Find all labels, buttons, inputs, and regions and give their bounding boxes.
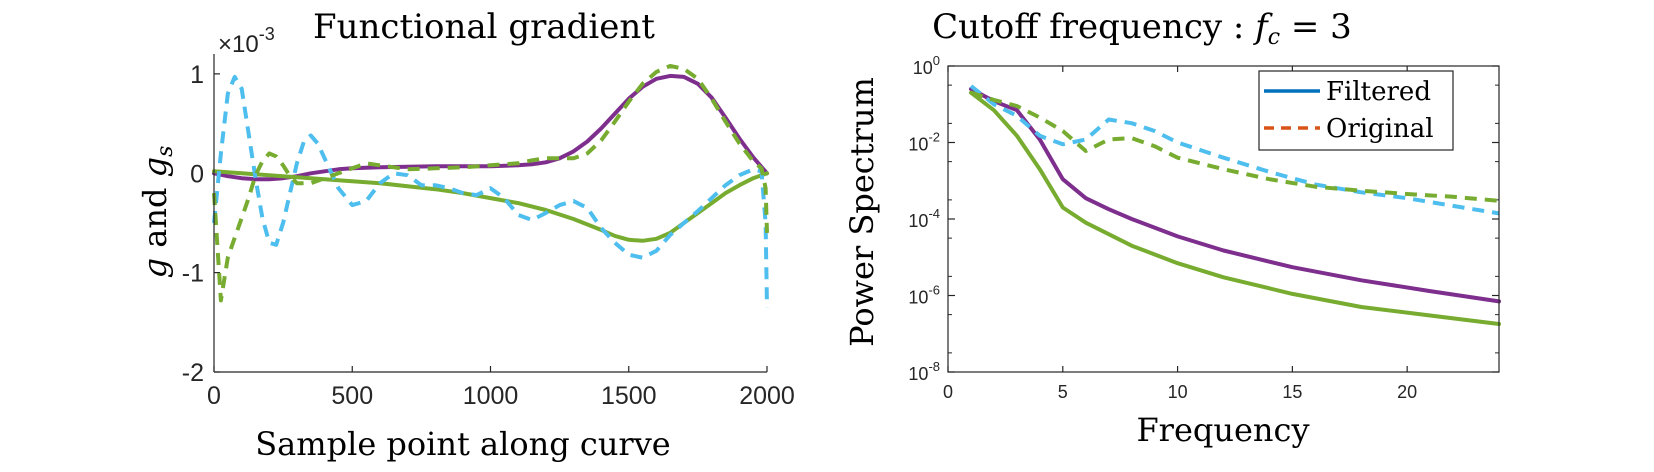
gradient-xtick-label: 1000 — [463, 382, 519, 410]
gradient-exponent-label: ×10-3 — [218, 24, 275, 58]
spectrum-series-line-2 — [969, 84, 1500, 216]
gradient-title: Functional gradient — [313, 7, 655, 47]
gradient-xtick-label: 0 — [207, 382, 221, 410]
spectrum-xtick-label: 15 — [1282, 382, 1302, 402]
spectrum-ytick-label: 10-4 — [908, 206, 940, 231]
spectrum-ytick-label: 100 — [913, 53, 940, 78]
spectrum-series — [969, 84, 1501, 326]
spectrum-xtick-label: 0 — [943, 382, 953, 402]
spectrum-ticks: 0 5 10 15 20 100 10-2 10-4 10-6 10-8 — [908, 53, 1499, 402]
legend-original-label: Original — [1326, 114, 1434, 144]
gradient-ytick-label: 1 — [190, 61, 204, 89]
gradient-series-line-2 — [212, 74, 769, 308]
spectrum-ylabel: Power Spectrum — [843, 77, 881, 347]
spectrum-title: Cutoff frequency : fc = 3 — [932, 7, 1352, 50]
spectrum-xtick-label: 10 — [1168, 382, 1188, 402]
spectrum-legend: Filtered Original — [1258, 70, 1454, 151]
spectrum-panel: Cutoff frequency : fc = 3 Power Spectrum… — [843, 7, 1501, 449]
spectrum-ytick-label: 10-2 — [908, 130, 940, 155]
spectrum-ytick-label: 10-6 — [908, 283, 940, 308]
gradient-ytick-label: 0 — [190, 160, 204, 188]
spectrum-xtick-label: 5 — [1058, 382, 1068, 402]
gradient-xtick-label: 2000 — [739, 382, 795, 410]
spectrum-series-line-0 — [969, 87, 1501, 304]
spectrum-axes-box — [947, 65, 1500, 373]
gradient-ytick-label: -1 — [182, 260, 204, 288]
gradient-ticks: 0 500 1000 1500 2000 1 0 -1 -2 — [182, 61, 795, 410]
gradient-ytick-label: -2 — [182, 359, 204, 387]
gradient-ylabel: g and gs — [136, 146, 178, 279]
spectrum-series-line-1 — [969, 90, 1501, 326]
spectrum-ytick-label: 10-8 — [908, 359, 940, 384]
gradient-series — [212, 63, 769, 308]
gradient-panel: Functional gradient ×10-3 g and gs Sampl… — [136, 7, 795, 463]
gradient-series-line-3 — [212, 63, 769, 303]
spectrum-xlabel: Frequency — [1136, 411, 1309, 449]
spectrum-series-line-3 — [970, 90, 1500, 203]
legend-filtered-label: Filtered — [1326, 77, 1431, 107]
gradient-xtick-label: 1500 — [601, 382, 657, 410]
legend-box — [1258, 70, 1454, 151]
spectrum-xtick-label: 20 — [1397, 382, 1417, 402]
gradient-series-line-1 — [212, 169, 769, 243]
gradient-xlabel: Sample point along curve — [255, 425, 670, 463]
gradient-xtick-label: 500 — [331, 382, 373, 410]
